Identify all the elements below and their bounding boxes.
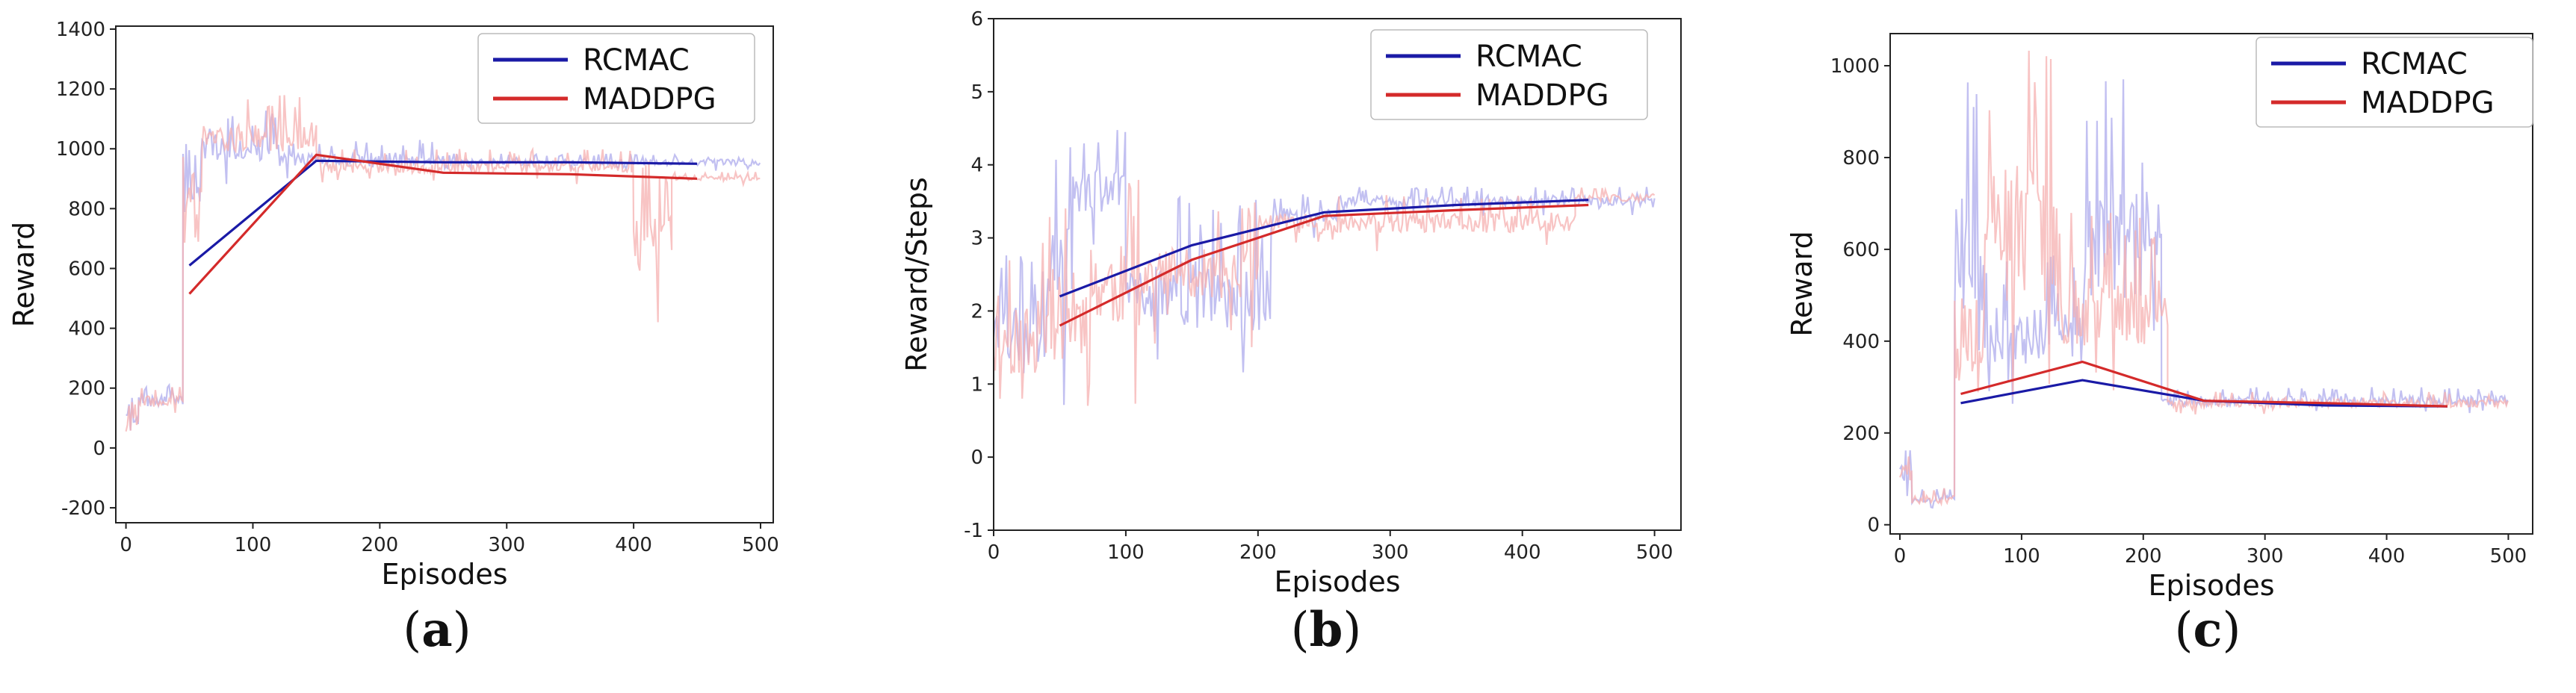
- y-tick-label: 5: [970, 81, 983, 104]
- raw-trace-rcmac: [126, 111, 761, 431]
- x-tick-label: 300: [488, 534, 525, 556]
- y-tick-label: 600: [68, 258, 105, 280]
- axes-frame: [115, 25, 774, 523]
- legend-box: [2255, 37, 2533, 128]
- y-tick-label: 1000: [56, 138, 105, 161]
- y-tick-label: 400: [68, 318, 105, 341]
- y-tick-label: 200: [1842, 423, 1880, 445]
- legend-box: [1370, 29, 1648, 120]
- panel-label-part: (: [403, 603, 421, 658]
- x-tick-label: 500: [1636, 541, 1674, 564]
- x-tick-label: 100: [235, 534, 272, 556]
- x-tick-label: 300: [2247, 545, 2284, 568]
- y-tick-label: 400: [1842, 331, 1880, 353]
- y-tick-label: 600: [1842, 239, 1880, 261]
- chart-panel-c: 0 100 200 300 400 500 0 200 400 600 800 1000 Episode…: [1786, 33, 2533, 658]
- legend: RCMAC MADDPG: [2255, 37, 2533, 128]
- chart-panel-b: 0 100 200 300 400 500-10123456EpisodesReward/…: [900, 8, 1682, 658]
- x-axis-label: Episodes: [381, 558, 507, 591]
- y-tick-label: 800: [1842, 147, 1880, 170]
- y-tick-label: 3: [970, 228, 983, 250]
- panel-label: (c): [2175, 602, 2241, 658]
- axes-frame: [1889, 33, 2533, 535]
- legend: RCMAC MADDPG: [477, 33, 755, 124]
- x-tick-label: 200: [1239, 541, 1277, 564]
- axes-frame: [993, 18, 1682, 531]
- y-tick-label: 2: [970, 300, 983, 323]
- series-line-maddpg: [1059, 203, 1589, 327]
- raw-trace-rcmac: [994, 130, 1656, 405]
- x-tick-label: 0: [1894, 545, 1907, 568]
- raw-trace-maddpg: [1898, 50, 2509, 507]
- y-tick-label: 0: [1867, 515, 1880, 537]
- legend-label-maddpg: MADDPG: [583, 82, 716, 116]
- x-tick-label: 500: [742, 534, 779, 556]
- y-tick-label: -1: [964, 520, 983, 542]
- x-axis-label: Episodes: [2148, 569, 2274, 602]
- chart-panel-a: 0 100 200 300 400 500 -200 0 200 400 600 800 1000 120…: [7, 19, 779, 658]
- panel-label-part: (: [2175, 603, 2193, 658]
- panel-label: (a): [403, 602, 471, 658]
- panel-label: (b): [1291, 602, 1362, 658]
- legend-label-rcmac: RCMAC: [2361, 47, 2468, 81]
- y-tick-label: 1000: [1830, 55, 1880, 78]
- panel-label-part: (: [1291, 603, 1310, 658]
- y-tick-label: -200: [61, 497, 105, 520]
- y-axis-label: Reward/Steps: [900, 177, 933, 372]
- y-axis-label: Reward: [7, 222, 40, 328]
- y-axis-label: Reward: [1786, 231, 1818, 337]
- panel-label-part: a: [421, 602, 452, 658]
- y-tick-label: 1200: [56, 78, 105, 101]
- x-axis-label: Episodes: [1274, 565, 1400, 598]
- raw-trace-maddpg: [994, 179, 1656, 406]
- panel-label-part: ): [2222, 603, 2241, 658]
- y-tick-label: 4: [970, 155, 983, 177]
- series-line-rcmac: [1059, 199, 1589, 298]
- x-tick-label: 500: [2490, 545, 2527, 568]
- x-tick-label: 200: [362, 534, 399, 556]
- legend-label-rcmac: RCMAC: [583, 43, 690, 78]
- x-tick-label: 300: [1372, 541, 1409, 564]
- legend: RCMAC MADDPG: [1370, 29, 1648, 120]
- y-tick-label: 0: [93, 438, 105, 460]
- panel-label-part: b: [1310, 602, 1343, 658]
- x-tick-label: 400: [1504, 541, 1541, 564]
- x-tick-label: 400: [615, 534, 652, 556]
- y-tick-label: 800: [68, 198, 105, 220]
- series-line-rcmac: [188, 159, 698, 267]
- y-tick-label: 1400: [56, 19, 105, 41]
- y-tick-label: 0: [970, 447, 983, 469]
- legend-label-rcmac: RCMAC: [1476, 40, 1582, 74]
- panel-label-part: ): [1343, 603, 1361, 658]
- legend-label-maddpg: MADDPG: [1476, 78, 1609, 113]
- x-tick-label: 0: [988, 541, 1000, 564]
- series-line-maddpg: [1960, 360, 2448, 408]
- x-tick-label: 100: [1107, 541, 1145, 564]
- x-tick-label: 100: [2003, 545, 2040, 568]
- legend-label-maddpg: MADDPG: [2361, 86, 2495, 120]
- y-tick-label: 200: [68, 378, 105, 400]
- x-tick-label: 0: [120, 534, 132, 556]
- x-tick-label: 200: [2125, 545, 2162, 568]
- raw-trace-maddpg: [125, 95, 761, 432]
- legend-box: [477, 33, 755, 124]
- x-tick-label: 400: [2368, 545, 2406, 568]
- series-line-maddpg: [188, 153, 698, 295]
- y-tick-label: 6: [970, 8, 983, 31]
- panel-label-part: c: [2193, 602, 2223, 658]
- y-tick-label: 1: [970, 373, 983, 396]
- panel-label-part: ): [453, 603, 471, 658]
